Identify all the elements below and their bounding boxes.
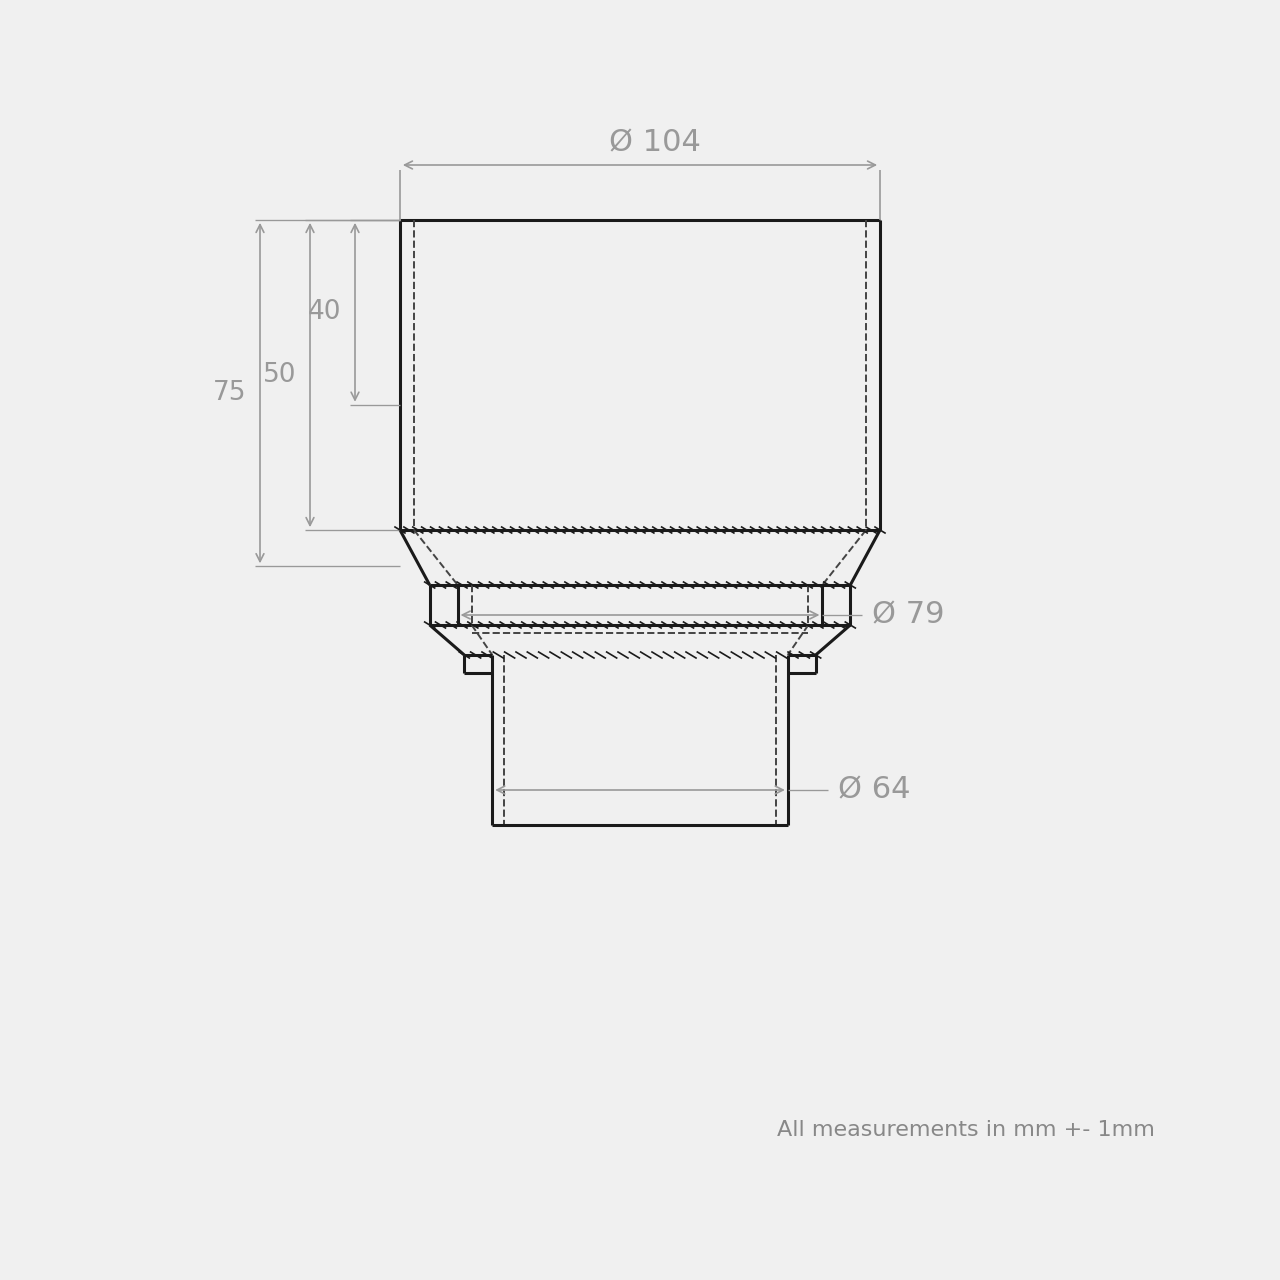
Text: 75: 75 xyxy=(212,380,246,406)
Text: Ø 64: Ø 64 xyxy=(837,776,910,805)
Text: Ø 104: Ø 104 xyxy=(609,128,701,157)
Text: 50: 50 xyxy=(262,362,296,388)
Text: 40: 40 xyxy=(307,300,340,325)
Text: Ø 79: Ø 79 xyxy=(872,600,945,630)
Text: All measurements in mm +- 1mm: All measurements in mm +- 1mm xyxy=(777,1120,1155,1140)
